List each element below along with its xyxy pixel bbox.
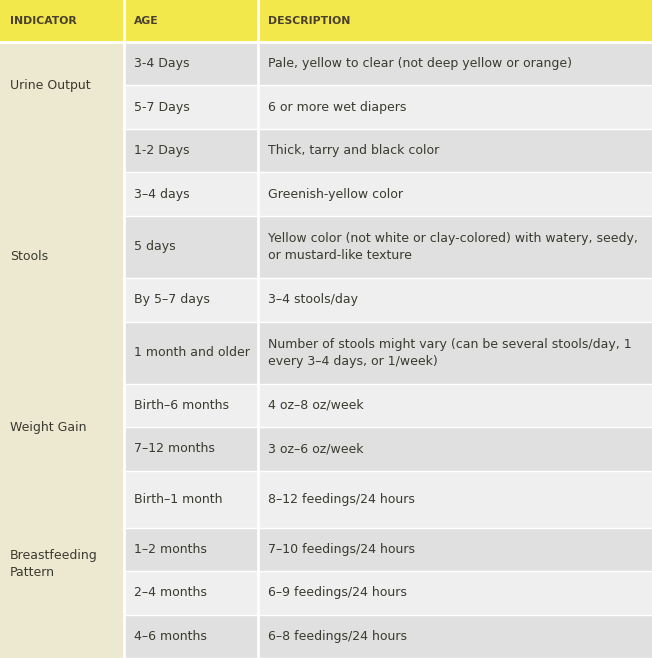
Bar bbox=[124, 172, 652, 216]
Text: 3-4 Days: 3-4 Days bbox=[134, 57, 189, 70]
Text: Breastfeeding
Pattern: Breastfeeding Pattern bbox=[10, 549, 98, 579]
Bar bbox=[124, 571, 652, 615]
Bar bbox=[124, 427, 652, 470]
Text: Number of stools might vary (can be several stools/day, 1
every 3–4 days, or 1/w: Number of stools might vary (can be seve… bbox=[267, 338, 631, 368]
Bar bbox=[124, 528, 652, 571]
Text: 1 month and older: 1 month and older bbox=[134, 346, 250, 359]
Text: AGE: AGE bbox=[134, 16, 158, 26]
Bar bbox=[124, 322, 652, 384]
Text: Birth–1 month: Birth–1 month bbox=[134, 493, 222, 505]
Text: 3–4 stools/day: 3–4 stools/day bbox=[267, 293, 357, 306]
Text: Pale, yellow to clear (not deep yellow or orange): Pale, yellow to clear (not deep yellow o… bbox=[267, 57, 572, 70]
Text: 8–12 feedings/24 hours: 8–12 feedings/24 hours bbox=[267, 493, 415, 505]
Bar bbox=[124, 86, 652, 129]
Bar bbox=[124, 216, 652, 278]
Text: Birth–6 months: Birth–6 months bbox=[134, 399, 229, 412]
Text: DESCRIPTION: DESCRIPTION bbox=[267, 16, 350, 26]
Text: 4–6 months: 4–6 months bbox=[134, 630, 207, 643]
Text: 5 days: 5 days bbox=[134, 240, 175, 253]
Text: 1–2 months: 1–2 months bbox=[134, 543, 207, 556]
Text: Greenish-yellow color: Greenish-yellow color bbox=[267, 188, 402, 201]
Text: 3–4 days: 3–4 days bbox=[134, 188, 190, 201]
Text: Yellow color (not white or clay-colored) with watery, seedy,
or mustard-like tex: Yellow color (not white or clay-colored)… bbox=[267, 232, 638, 262]
Bar bbox=[0, 0, 652, 42]
Bar bbox=[124, 384, 652, 427]
Text: 5-7 Days: 5-7 Days bbox=[134, 101, 190, 114]
Text: INDICATOR: INDICATOR bbox=[10, 16, 77, 26]
Bar bbox=[124, 42, 652, 86]
Text: By 5–7 days: By 5–7 days bbox=[134, 293, 210, 306]
Text: 1-2 Days: 1-2 Days bbox=[134, 144, 189, 157]
Text: Thick, tarry and black color: Thick, tarry and black color bbox=[267, 144, 439, 157]
Text: 6–9 feedings/24 hours: 6–9 feedings/24 hours bbox=[267, 586, 406, 599]
Text: Stools: Stools bbox=[10, 250, 48, 263]
Text: 6 or more wet diapers: 6 or more wet diapers bbox=[267, 101, 406, 114]
Text: 4 oz–8 oz/week: 4 oz–8 oz/week bbox=[267, 399, 363, 412]
Text: 7–10 feedings/24 hours: 7–10 feedings/24 hours bbox=[267, 543, 415, 556]
Bar bbox=[124, 129, 652, 172]
Bar bbox=[124, 470, 652, 528]
Text: 3 oz–6 oz/week: 3 oz–6 oz/week bbox=[267, 442, 363, 455]
Text: Urine Output: Urine Output bbox=[10, 79, 91, 92]
Text: Weight Gain: Weight Gain bbox=[10, 420, 87, 434]
Bar bbox=[124, 278, 652, 322]
Bar bbox=[124, 615, 652, 658]
Text: 7–12 months: 7–12 months bbox=[134, 442, 215, 455]
Text: 2–4 months: 2–4 months bbox=[134, 586, 207, 599]
Text: 6–8 feedings/24 hours: 6–8 feedings/24 hours bbox=[267, 630, 407, 643]
